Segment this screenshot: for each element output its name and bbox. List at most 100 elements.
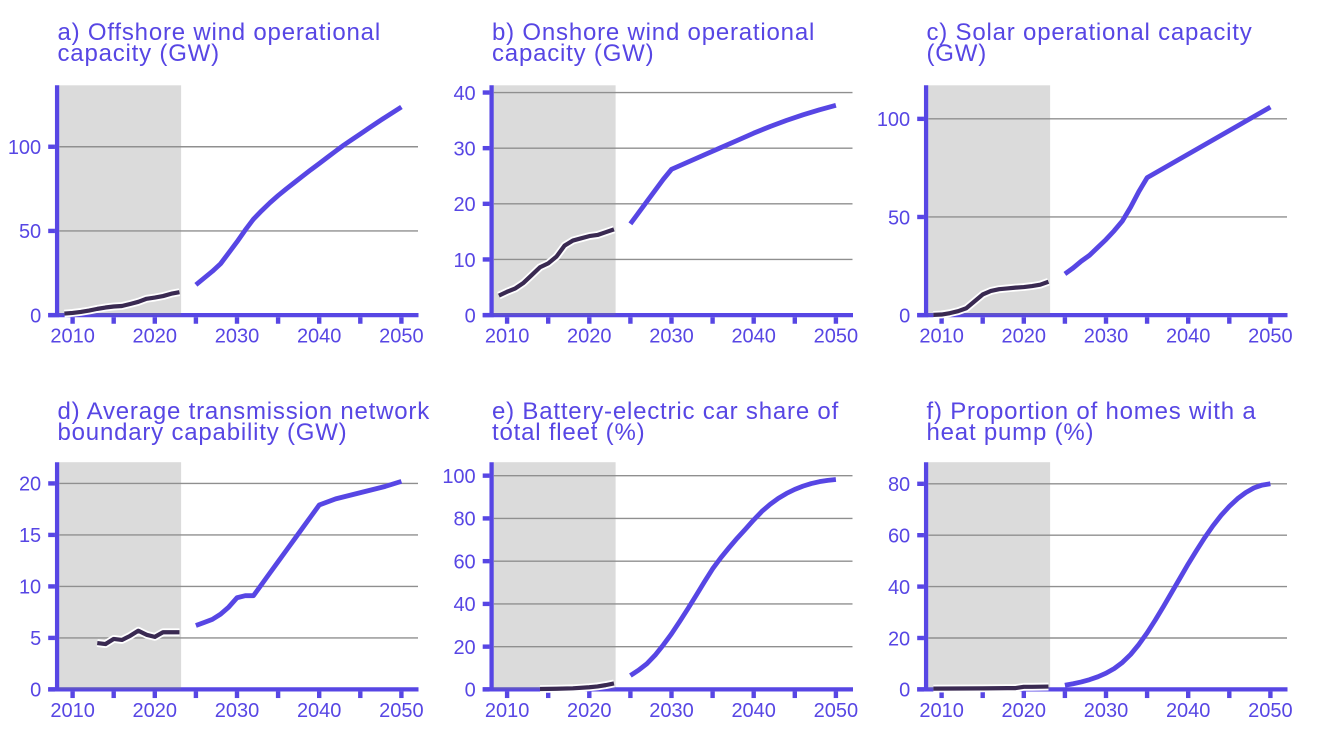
history-band bbox=[59, 85, 182, 316]
y-tick-label: 20 bbox=[453, 637, 475, 659]
panel-title-b-line1: b) Onshore wind operational bbox=[492, 18, 816, 46]
panel-title-a-line2: capacity (GW) bbox=[57, 40, 220, 68]
projection-line bbox=[195, 479, 403, 628]
panel-title-f-line2: heat pump (%) bbox=[926, 419, 1095, 447]
projection-line bbox=[629, 477, 837, 678]
panel-title-a-line1: a) Offshore wind operational bbox=[57, 18, 381, 46]
y-tick-label: 50 bbox=[19, 221, 41, 243]
x-tick-label: 2020 bbox=[133, 700, 178, 722]
x-tick-label: 2030 bbox=[649, 326, 694, 348]
y-tick-label: 0 bbox=[465, 680, 476, 702]
x-tick-label: 2040 bbox=[731, 326, 776, 348]
historical-line bbox=[64, 290, 180, 316]
historical-line bbox=[96, 628, 180, 647]
x-tick-label: 2050 bbox=[379, 700, 424, 722]
x-tick-label: 2030 bbox=[215, 700, 260, 722]
y-tick-label: 100 bbox=[8, 137, 41, 159]
y-tick-label: 0 bbox=[465, 305, 476, 327]
y-tick-label: 0 bbox=[899, 680, 910, 702]
panel-title-e-line2: total fleet (%) bbox=[492, 419, 646, 447]
panel-title-d: d) Average transmission network boundary… bbox=[57, 397, 458, 447]
x-tick-label: 2030 bbox=[649, 700, 694, 722]
x-tick-label: 2020 bbox=[1002, 700, 1047, 722]
y-tick-label: 30 bbox=[453, 138, 475, 160]
panel-title-c-line1: c) Solar operational capacity bbox=[926, 18, 1253, 46]
panel-title-e-line1: e) Battery-electric car share of bbox=[492, 397, 840, 425]
y-tick-label: 40 bbox=[888, 577, 910, 599]
projection-line bbox=[1063, 104, 1272, 276]
x-tick-label: 2020 bbox=[567, 326, 612, 348]
x-tick-label: 2040 bbox=[731, 700, 776, 722]
y-tick-label: 40 bbox=[453, 594, 475, 616]
y-tick-label: 10 bbox=[453, 250, 475, 272]
x-tick-label: 2010 bbox=[919, 700, 964, 722]
x-tick-label: 2050 bbox=[379, 326, 424, 348]
x-tick-label: 2020 bbox=[1002, 326, 1047, 348]
x-tick-label: 2020 bbox=[567, 700, 612, 722]
y-tick-label: 10 bbox=[19, 577, 41, 599]
x-tick-label: 2040 bbox=[1166, 326, 1211, 348]
y-tick-label: 20 bbox=[19, 474, 41, 496]
panel-title-c-line2: (GW) bbox=[926, 40, 988, 68]
y-tick-label: 0 bbox=[30, 305, 41, 327]
historical-line bbox=[497, 227, 615, 298]
panel-title-a: a) Offshore wind operational capacity (G… bbox=[57, 18, 458, 68]
x-tick-label: 2010 bbox=[50, 326, 95, 348]
panel-title-b-line2: capacity (GW) bbox=[492, 40, 655, 68]
x-tick-label: 2030 bbox=[1084, 326, 1129, 348]
panel-title-b: b) Onshore wind operational capacity (GW… bbox=[492, 18, 892, 68]
x-tick-label: 2050 bbox=[814, 700, 859, 722]
x-tick-label: 2040 bbox=[297, 700, 342, 722]
panel-title-e: e) Battery-electric car share of total f… bbox=[492, 397, 892, 447]
x-tick-label: 2010 bbox=[485, 326, 530, 348]
panel-title-d-line2: boundary capability (GW) bbox=[57, 419, 348, 447]
projection-line bbox=[194, 104, 403, 287]
x-tick-label: 2010 bbox=[50, 700, 95, 722]
history-band bbox=[928, 462, 1051, 690]
y-tick-label: 80 bbox=[453, 509, 475, 531]
y-tick-label: 5 bbox=[30, 628, 41, 650]
y-tick-label: 60 bbox=[888, 525, 910, 547]
panel-title-c: c) Solar operational capacity (GW) bbox=[926, 18, 1327, 68]
chart-panel-c: 0 50 100 2010 2020 2030 2040 2050 bbox=[877, 85, 1293, 348]
y-tick-label: 100 bbox=[877, 109, 910, 131]
history-band bbox=[59, 462, 182, 690]
y-tick-label: 15 bbox=[19, 525, 41, 547]
projection-line bbox=[1064, 481, 1271, 688]
y-tick-label: 0 bbox=[30, 680, 41, 702]
historical-line bbox=[933, 684, 1049, 691]
x-tick-label: 2050 bbox=[1248, 700, 1293, 722]
panel-title-f: f) Proportion of homes with a heat pump … bbox=[926, 397, 1327, 447]
x-tick-label: 2040 bbox=[297, 326, 342, 348]
historical-line bbox=[933, 279, 1050, 317]
y-tick-label: 40 bbox=[453, 83, 475, 105]
x-tick-label: 2030 bbox=[1084, 700, 1129, 722]
history-band bbox=[928, 85, 1051, 316]
y-tick-label: 100 bbox=[442, 466, 475, 488]
y-tick-label: 20 bbox=[888, 628, 910, 650]
y-tick-label: 20 bbox=[453, 194, 475, 216]
x-tick-label: 2020 bbox=[133, 326, 178, 348]
x-tick-label: 2010 bbox=[485, 700, 530, 722]
y-tick-label: 60 bbox=[453, 551, 475, 573]
x-tick-label: 2030 bbox=[215, 326, 260, 348]
x-tick-label: 2040 bbox=[1166, 700, 1211, 722]
y-tick-label: 0 bbox=[899, 305, 910, 327]
y-tick-label: 80 bbox=[888, 474, 910, 496]
y-tick-label: 50 bbox=[888, 207, 910, 229]
historical-line bbox=[539, 681, 615, 692]
chart-panel-a: 0 50 100 2010 2020 2030 2040 2050 bbox=[8, 85, 424, 348]
projection-line bbox=[628, 103, 837, 226]
panel-title-f-line1: f) Proportion of homes with a bbox=[926, 397, 1257, 425]
x-tick-label: 2010 bbox=[919, 326, 964, 348]
history-band bbox=[493, 462, 616, 690]
chart-panel-d: 0 5 10 15 20 2010 2020 2030 2040 2050 bbox=[19, 462, 424, 722]
panel-title-d-line1: d) Average transmission network bbox=[57, 397, 431, 425]
x-tick-label: 2050 bbox=[814, 326, 859, 348]
x-tick-label: 2050 bbox=[1248, 326, 1293, 348]
